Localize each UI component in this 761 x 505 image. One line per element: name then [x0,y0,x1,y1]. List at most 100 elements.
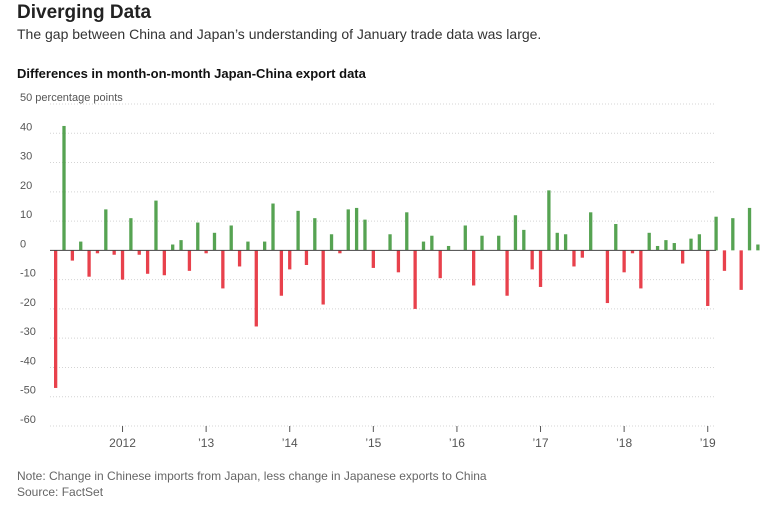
bar [95,250,100,254]
chart-title: Differences in month-on-month Japan-Chin… [17,66,366,81]
bar [722,250,727,271]
bar [497,235,501,251]
bar [145,250,150,274]
bar [296,210,300,251]
bar [171,244,175,251]
headline: Diverging Data [17,2,152,23]
x-tick-label: ’17 [533,436,549,450]
bar [413,250,417,309]
x-tick-label: ’18 [616,436,632,450]
bar [513,215,518,251]
bars [54,125,760,388]
bar [580,250,584,258]
y-tick-label: 0 [20,238,26,250]
bar [229,225,233,251]
bar [246,241,250,251]
bar [714,216,718,251]
bar [706,250,710,306]
x-tick-label: ’14 [282,436,298,450]
y-tick-label: -50 [20,385,36,397]
gridlines [50,103,716,427]
bar [530,250,534,270]
x-tick-label: ’16 [449,436,465,450]
bar [112,250,116,255]
footer: Note: Change in Chinese imports from Jap… [17,468,487,500]
bar [329,234,334,251]
bar [288,250,292,270]
bar [505,250,509,296]
bar [647,232,651,251]
bar [237,250,242,267]
bar [756,244,760,251]
bar [62,125,66,251]
y-tick-label: -60 [20,414,36,426]
bar [304,250,309,265]
bar [79,241,83,251]
subheadline: The gap between China and Japan’s unders… [17,26,542,42]
bar [747,207,752,251]
bar [263,241,267,251]
bar [421,241,426,251]
y-tick-label: 30 [20,151,32,163]
bar [271,203,275,251]
bar [120,250,125,280]
bar [672,243,676,251]
bar [313,218,317,251]
bar [472,250,476,286]
bar [538,250,543,287]
bar [697,234,702,251]
bar [405,212,409,251]
bar [438,250,442,279]
y-tick-label: -20 [20,297,36,309]
bar [221,250,225,289]
bar [338,250,342,254]
bar [480,235,484,251]
bar [129,218,133,251]
bar [589,212,593,251]
bar [655,245,660,251]
bar [346,209,350,251]
bar [363,219,367,251]
bar [54,250,58,388]
bar [664,240,668,251]
bar [463,225,467,251]
bar [614,224,618,251]
bar [689,238,693,251]
x-axis-labels: 2012 ’13 ’14 ’15 ’16 ’17 ’18 ’19 [109,426,716,450]
bar [154,200,158,251]
x-tick-label: ’15 [365,436,381,450]
y-tick-label: -40 [20,355,36,367]
y-tick-label: -10 [20,268,36,280]
bar [388,234,392,251]
bar [279,250,284,296]
bar-chart: 50 percentage points 40 30 20 10 0 -10 -20 -30 -4… [20,92,760,450]
bar [681,250,685,264]
bar [354,207,359,251]
y-tick-label: -30 [20,326,36,338]
bar [430,235,434,251]
bar [731,218,735,251]
bar [104,209,108,251]
bar [196,222,200,251]
chart-note: Note: Change in Chinese imports from Jap… [17,469,487,483]
bar [396,250,401,273]
chart-source: Source: FactSet [17,485,104,499]
bar [446,245,451,251]
bar [204,250,208,254]
y-axis-labels: 50 percentage points 40 30 20 10 0 -10 -20 -30 -4… [20,92,123,426]
bar [639,250,643,289]
bar [321,250,325,305]
y-tick-label: 40 [20,121,32,133]
bar [371,250,375,268]
bar [254,250,258,327]
y-tick-label: 10 [20,209,32,221]
y-tick-label: 50 percentage points [20,92,123,104]
bar [605,250,610,304]
bar [179,240,183,251]
bar [547,190,551,251]
bar [563,234,568,251]
bar [622,250,626,273]
bar [70,250,75,261]
bar [739,250,743,290]
bar [555,232,559,251]
